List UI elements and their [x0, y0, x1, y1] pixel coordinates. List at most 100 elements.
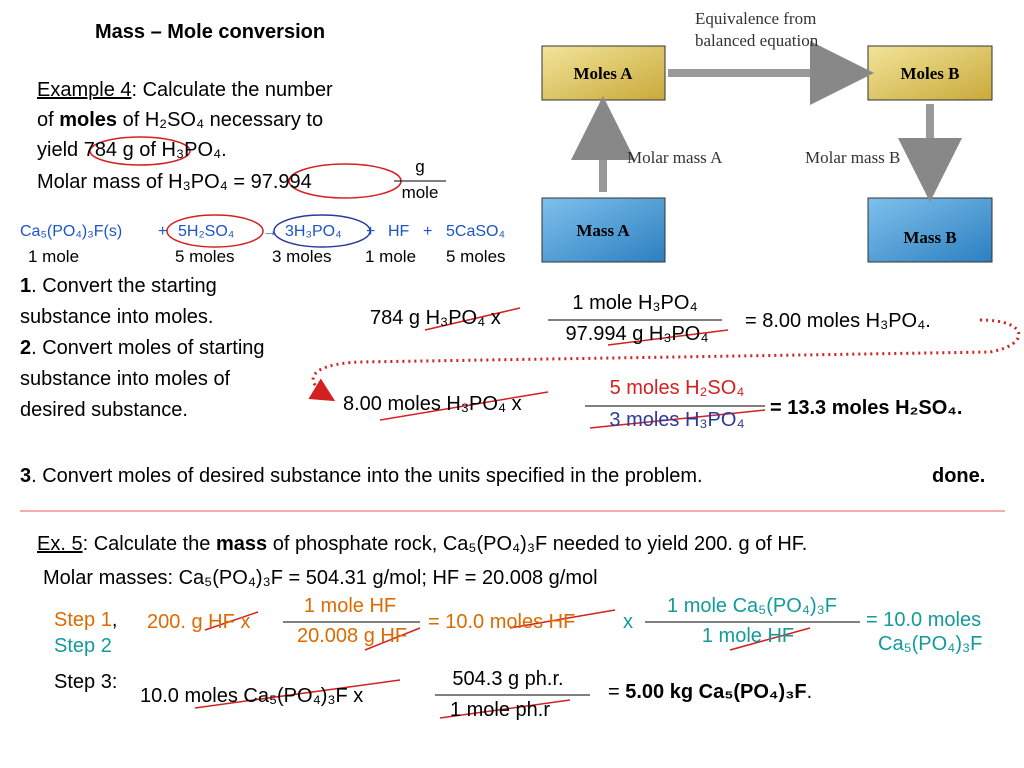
step-text: . Convert the starting substance into mo… — [20, 275, 217, 328]
result: = 13.3 moles H₂SO₄. — [770, 397, 963, 419]
circle — [273, 214, 371, 248]
text-line: Molar masses: Ca₅(PO₄)₃F = 504.31 g/mol;… — [43, 567, 598, 589]
species: 5CaSO₄ — [446, 223, 505, 240]
text: , — [111, 609, 118, 631]
diagram-labels: Equivalence from balanced equation Moles… — [573, 9, 959, 247]
text: 5.00 kg Ca₅(PO₄)₃F — [625, 681, 807, 703]
box-label: Moles B — [900, 64, 959, 83]
step-text: . Convert moles of starting substance in… — [20, 337, 265, 421]
strike — [194, 679, 401, 709]
unit: g — [415, 157, 425, 176]
text: moles — [59, 109, 118, 131]
strike — [439, 699, 571, 719]
strike — [379, 391, 549, 421]
numerator: 1 mole HF — [303, 595, 397, 617]
given: 200. g HF x — [147, 611, 251, 633]
text: of H₂SO₄ necessary to — [117, 109, 324, 131]
species: Ca₅(PO₄)₃F(s) — [20, 223, 123, 240]
moles: 1 mole — [28, 247, 80, 266]
text-line: of moles of H₂SO₄ necessary to — [37, 108, 323, 132]
strike — [607, 329, 729, 346]
times: x — [623, 611, 633, 633]
text: of — [37, 109, 60, 131]
given: 784 g H₃PO₄ x — [370, 307, 501, 329]
step: 1. Convert the starting substance into m… — [20, 271, 282, 333]
text: of phosphate rock, Ca₅(PO₄)₃F needed to … — [267, 533, 808, 555]
denominator: 3 moles H₃PO₄ — [609, 409, 745, 431]
circle — [166, 214, 264, 248]
step-text: . Convert moles of desired substance int… — [31, 465, 703, 487]
heading: balanced equation — [695, 31, 819, 50]
strike — [424, 307, 521, 331]
done: done. — [932, 465, 986, 487]
text-line: yield 784 g of H₃PO₄. — [37, 139, 227, 161]
annotations — [20, 136, 1021, 719]
text-line: Molar mass of H₃PO₄ = 97.994 — [37, 171, 312, 193]
denominator: 1 mole HF — [701, 625, 795, 647]
title: Mass – Mole conversion — [95, 21, 326, 43]
step-label: Step 3: — [54, 671, 118, 693]
steps: 1. Convert the starting substance into m… — [20, 271, 282, 426]
species: HF — [388, 223, 410, 240]
box-label: Mass B — [903, 228, 956, 247]
result: = 10.0 moles HF — [428, 611, 576, 633]
text: . — [806, 681, 813, 703]
text: = — [608, 681, 626, 703]
moles: 5 moles — [446, 247, 506, 266]
step-num: 1 — [20, 275, 32, 297]
given: 10.0 moles Ca₅(PO₄)₃F x — [140, 685, 364, 707]
strike — [729, 627, 811, 651]
circle — [89, 136, 191, 166]
arrow-label: Molar mass B — [805, 148, 900, 167]
box — [541, 197, 666, 263]
heading: Equivalence from — [695, 9, 816, 28]
step-label: Step 1, — [54, 608, 117, 632]
step-num: 2 — [20, 337, 32, 359]
denominator: 97.994 g H₃PO₄ — [565, 323, 709, 345]
text: : Calculate the — [82, 533, 216, 555]
box — [867, 45, 993, 101]
box — [867, 197, 993, 263]
step-num: 3 — [20, 465, 32, 487]
diagram — [541, 41, 993, 263]
unit: mole — [401, 183, 439, 202]
given: 8.00 moles H₃PO₄ x — [343, 393, 522, 415]
numerator: 5 moles H₂SO₄ — [609, 377, 745, 399]
result: = 5.00 kg Ca₅(PO₄)₃F. — [608, 680, 812, 704]
species: + — [423, 223, 433, 240]
strike — [364, 627, 421, 651]
denominator: 20.008 g HF — [296, 625, 408, 647]
arrow-label: Molar mass A — [627, 148, 723, 167]
numerator: 1 mole Ca₅(PO₄)₃F — [667, 595, 837, 617]
species: 5H₂SO₄ — [178, 223, 235, 240]
text: mass — [216, 533, 268, 555]
moles: 3 moles — [272, 247, 332, 266]
box — [541, 45, 666, 101]
numerator: 504.3 g ph.r. — [452, 668, 564, 690]
step: 2. Convert moles of starting substance i… — [20, 333, 282, 426]
label: Example 4 — [37, 79, 132, 101]
strike — [589, 409, 766, 429]
denominator: 1 mole ph.r — [449, 699, 551, 721]
box-label: Mass A — [576, 221, 630, 240]
result: = 10.0 moles — [866, 609, 982, 631]
species: 3H₃PO₄ — [285, 223, 342, 240]
species: → — [262, 223, 278, 240]
numerator: 1 mole H₃PO₄ — [572, 292, 698, 314]
species: + — [158, 223, 168, 240]
result: = 8.00 moles H₃PO₄. — [745, 310, 931, 332]
text: Step 1 — [54, 609, 112, 631]
text-line: Example 4: Calculate the number — [37, 78, 333, 102]
strike — [204, 611, 259, 631]
species: + — [366, 223, 376, 240]
label: Ex. 5 — [37, 533, 83, 555]
step: 3. Convert moles of desired substance in… — [20, 464, 703, 488]
moles: 1 mole — [365, 247, 417, 266]
box-label: Moles A — [573, 64, 633, 83]
text: : Calculate the number — [131, 79, 333, 101]
step-label: Step 2 — [54, 635, 112, 657]
text-line: Ex. 5: Calculate the mass of phosphate r… — [37, 532, 807, 556]
result: Ca₅(PO₄)₃F — [878, 633, 983, 655]
